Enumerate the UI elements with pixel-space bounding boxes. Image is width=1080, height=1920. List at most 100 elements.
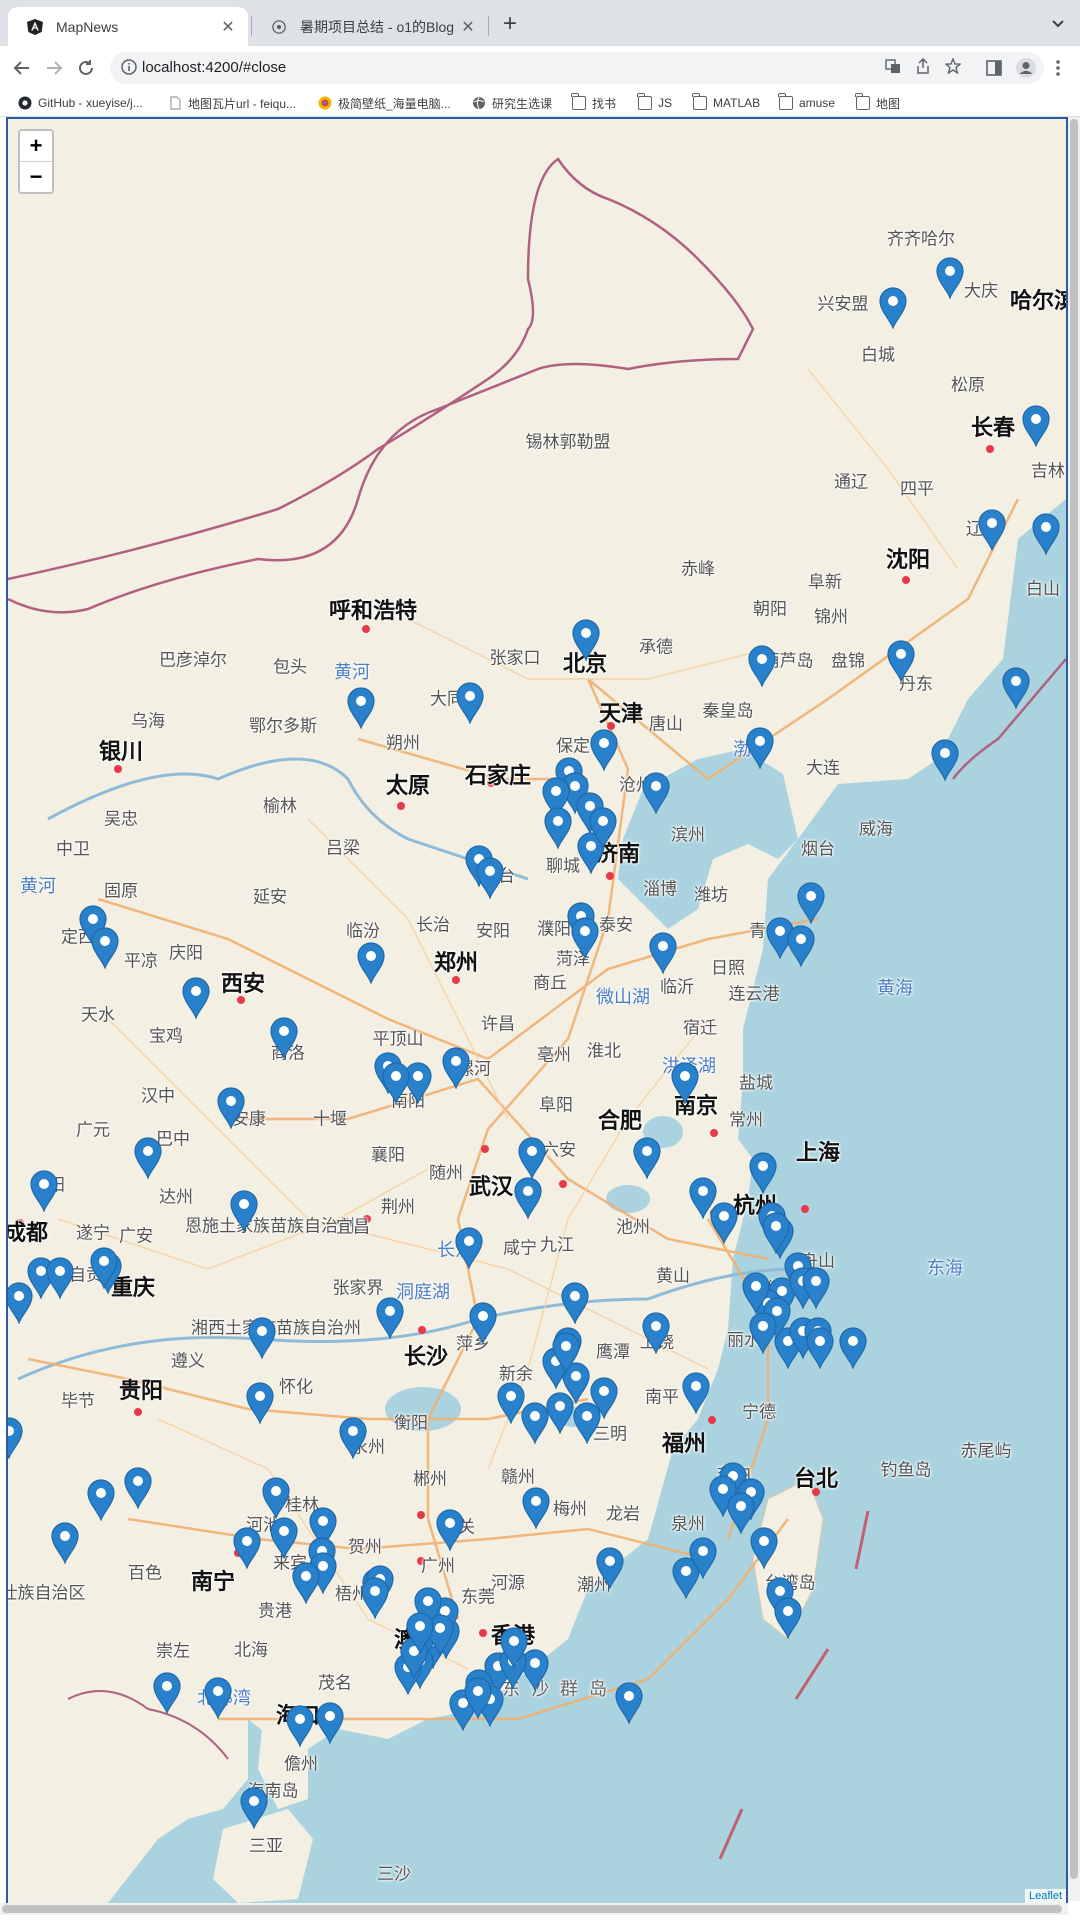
back-arrow-icon[interactable] xyxy=(8,54,36,82)
news-marker-icon[interactable] xyxy=(346,687,376,729)
news-marker-icon[interactable] xyxy=(513,1177,543,1219)
news-marker-icon[interactable] xyxy=(935,257,965,299)
bookmark-star-icon[interactable] xyxy=(942,57,964,80)
news-marker-icon[interactable] xyxy=(930,739,960,781)
news-marker-icon[interactable] xyxy=(403,1062,433,1104)
news-marker-icon[interactable] xyxy=(475,857,505,899)
news-marker-icon[interactable] xyxy=(671,1557,701,1599)
news-marker-icon[interactable] xyxy=(203,1677,233,1719)
scrollbar-thumb[interactable] xyxy=(1070,119,1078,1879)
news-marker-icon[interactable] xyxy=(761,1212,791,1254)
news-marker-icon[interactable] xyxy=(86,1479,116,1521)
bookmark-folder-books[interactable]: 找书 xyxy=(571,93,616,112)
news-marker-icon[interactable] xyxy=(670,1062,700,1104)
news-marker-icon[interactable] xyxy=(520,1402,550,1444)
news-marker-icon[interactable] xyxy=(796,882,826,924)
info-icon[interactable] xyxy=(120,58,140,78)
bookmark-folder-amuse[interactable]: amuse xyxy=(778,93,835,112)
news-marker-icon[interactable] xyxy=(773,1597,803,1639)
news-marker-icon[interactable] xyxy=(741,1272,771,1314)
news-marker-icon[interactable] xyxy=(269,1517,299,1559)
news-marker-icon[interactable] xyxy=(595,1547,625,1589)
news-marker-icon[interactable] xyxy=(570,917,600,959)
news-marker-icon[interactable] xyxy=(216,1087,246,1129)
news-marker-icon[interactable] xyxy=(709,1202,739,1244)
news-marker-icon[interactable] xyxy=(726,1492,756,1534)
news-marker-icon[interactable] xyxy=(315,1702,345,1744)
news-marker-icon[interactable] xyxy=(29,1170,59,1212)
news-marker-icon[interactable] xyxy=(614,1682,644,1724)
news-marker-icon[interactable] xyxy=(50,1522,80,1564)
news-marker-icon[interactable] xyxy=(291,1562,321,1604)
news-marker-icon[interactable] xyxy=(886,640,916,682)
profile-avatar-icon[interactable] xyxy=(1012,54,1040,82)
tab-blog[interactable]: 暑期项目总结 - o1的Blog ✕ xyxy=(252,7,488,46)
news-marker-icon[interactable] xyxy=(381,1062,411,1104)
news-marker-icon[interactable] xyxy=(89,1247,119,1289)
news-marker-icon[interactable] xyxy=(6,1417,24,1459)
side-panel-icon[interactable] xyxy=(980,54,1008,82)
news-marker-icon[interactable] xyxy=(878,287,908,329)
news-marker-icon[interactable] xyxy=(765,1577,795,1619)
news-marker-icon[interactable] xyxy=(261,1477,291,1519)
news-marker-icon[interactable] xyxy=(748,1312,778,1354)
more-menu-icon[interactable] xyxy=(1044,54,1072,82)
news-marker-icon[interactable] xyxy=(285,1705,315,1747)
news-marker-icon[interactable] xyxy=(6,1282,34,1324)
address-bar[interactable]: localhost:4200/#close xyxy=(110,52,1044,84)
news-marker-icon[interactable] xyxy=(977,509,1007,551)
news-marker-icon[interactable] xyxy=(245,1382,275,1424)
news-marker-icon[interactable] xyxy=(229,1190,259,1232)
news-marker-icon[interactable] xyxy=(589,1377,619,1419)
translate-icon[interactable] xyxy=(882,58,904,80)
map-attribution[interactable]: Leaflet xyxy=(1024,1889,1066,1903)
news-marker-icon[interactable] xyxy=(247,1317,277,1359)
news-marker-icon[interactable] xyxy=(641,1312,671,1354)
url-text[interactable]: localhost:4200/#close xyxy=(142,59,287,76)
news-marker-icon[interactable] xyxy=(181,977,211,1019)
news-marker-icon[interactable] xyxy=(463,1677,493,1719)
horizontal-scrollbar[interactable] xyxy=(0,1903,1068,1915)
news-marker-icon[interactable] xyxy=(435,1509,465,1551)
news-marker-icon[interactable] xyxy=(688,1537,718,1579)
news-marker-icon[interactable] xyxy=(572,1402,602,1444)
news-marker-icon[interactable] xyxy=(360,1577,390,1619)
bookmark-folder-map[interactable]: 地图 xyxy=(855,93,900,112)
news-marker-icon[interactable] xyxy=(745,727,775,769)
news-marker-icon[interactable] xyxy=(123,1467,153,1509)
news-marker-icon[interactable] xyxy=(455,682,485,724)
forward-arrow-icon[interactable] xyxy=(40,54,68,82)
tab-mapnews[interactable]: MapNews ✕ xyxy=(8,7,248,46)
news-marker-icon[interactable] xyxy=(1031,513,1061,555)
news-marker-icon[interactable] xyxy=(648,932,678,974)
zoom-out-button[interactable]: − xyxy=(29,164,43,189)
news-marker-icon[interactable] xyxy=(748,1152,778,1194)
news-marker-icon[interactable] xyxy=(441,1047,471,1089)
news-marker-icon[interactable] xyxy=(454,1227,484,1269)
news-marker-icon[interactable] xyxy=(232,1527,262,1569)
news-marker-icon[interactable] xyxy=(543,807,573,849)
news-marker-icon[interactable] xyxy=(520,1649,550,1691)
news-marker-icon[interactable] xyxy=(133,1137,163,1179)
news-marker-icon[interactable] xyxy=(499,1627,529,1669)
news-marker-icon[interactable] xyxy=(805,1327,835,1369)
vertical-scrollbar[interactable] xyxy=(1068,117,1080,1901)
chevron-down-icon[interactable] xyxy=(1046,11,1070,39)
news-marker-icon[interactable] xyxy=(152,1672,182,1714)
news-marker-icon[interactable] xyxy=(801,1267,831,1309)
bookmark-wallpaper[interactable]: 极简壁纸_海量电脑... xyxy=(318,94,451,112)
close-tab-icon[interactable]: ✕ xyxy=(461,18,475,36)
news-marker-icon[interactable] xyxy=(541,777,571,819)
news-marker-icon[interactable] xyxy=(560,1282,590,1324)
news-marker-icon[interactable] xyxy=(405,1612,435,1654)
news-marker-icon[interactable] xyxy=(838,1327,868,1369)
news-marker-icon[interactable] xyxy=(681,1372,711,1414)
news-marker-icon[interactable] xyxy=(239,1787,269,1829)
news-marker-icon[interactable] xyxy=(545,1392,575,1434)
news-marker-icon[interactable] xyxy=(269,1017,299,1059)
scrollbar-thumb[interactable] xyxy=(2,1905,1062,1913)
news-marker-icon[interactable] xyxy=(496,1382,526,1424)
news-marker-icon[interactable] xyxy=(571,619,601,661)
news-marker-icon[interactable] xyxy=(1001,667,1031,709)
news-marker-icon[interactable] xyxy=(1021,405,1051,447)
